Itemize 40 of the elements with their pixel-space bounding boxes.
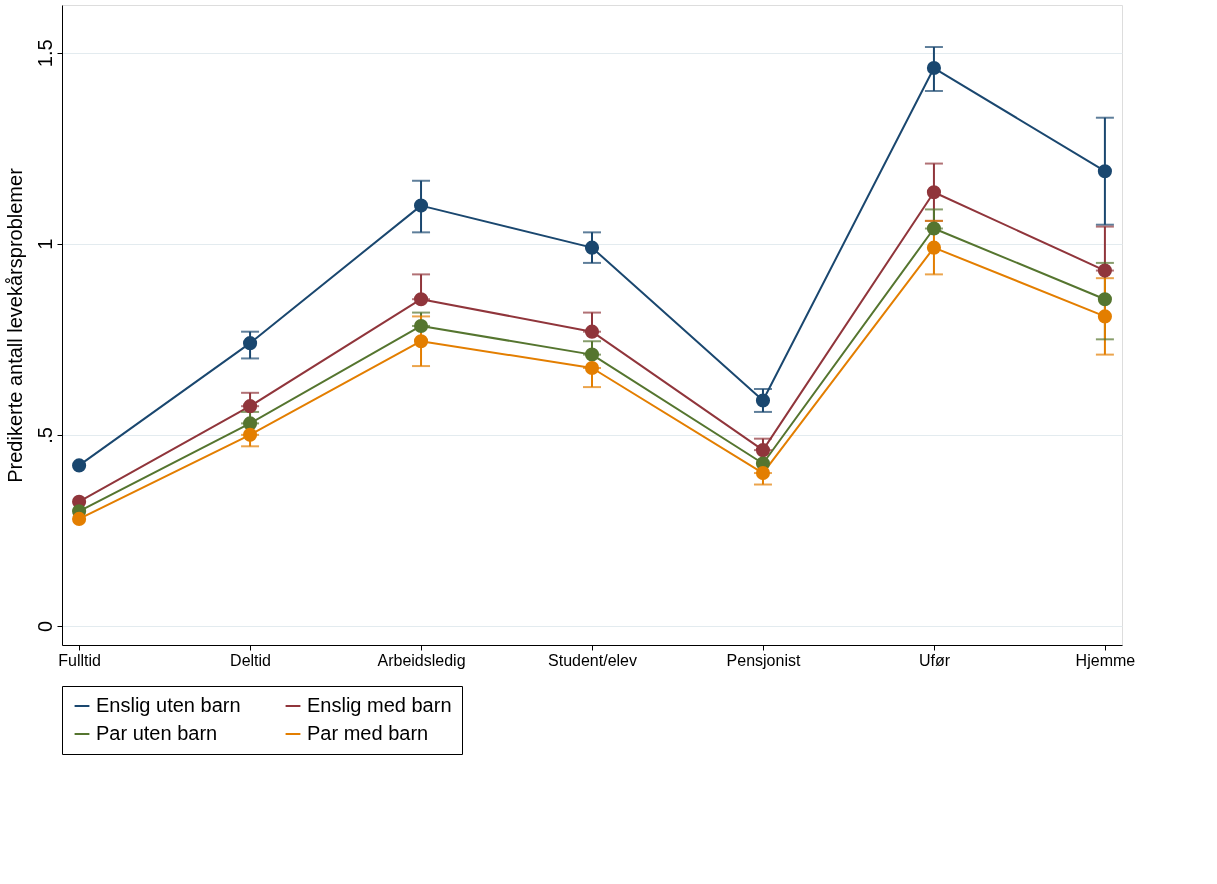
point xyxy=(584,347,600,362)
point xyxy=(926,60,942,76)
point xyxy=(755,393,771,408)
point xyxy=(413,292,429,307)
x-tick-label: Hjemme xyxy=(1075,651,1136,669)
point xyxy=(584,360,600,376)
point xyxy=(584,324,600,339)
point xyxy=(1097,309,1112,324)
y-tick-label: 1 xyxy=(33,238,56,250)
x-tick-label: Fulltid xyxy=(58,651,101,669)
point xyxy=(1097,292,1112,307)
legend-label: Enslig med barn xyxy=(307,694,452,716)
point xyxy=(72,458,87,473)
y-axis-title: Predikerte antall levekårsproblemer xyxy=(3,167,26,483)
x-tick-label: Pensjonist xyxy=(726,651,801,669)
point xyxy=(413,334,429,349)
point xyxy=(926,221,942,236)
point xyxy=(926,240,942,255)
x-tick-label: Ufør xyxy=(918,651,951,669)
point xyxy=(413,198,429,213)
y-tick-label: 0 xyxy=(33,620,56,632)
y-tick-label: .5 xyxy=(33,427,56,444)
legend-label: Par uten barn xyxy=(96,722,218,744)
point xyxy=(242,336,258,351)
point xyxy=(584,240,600,255)
legend-label: Par med barn xyxy=(307,722,429,744)
y-tick-label: 1.5 xyxy=(33,39,56,68)
x-tick-label: Arbeidsledig xyxy=(377,651,466,669)
point xyxy=(1097,164,1112,179)
point xyxy=(1097,263,1112,278)
legend-label: Enslig uten barn xyxy=(96,694,241,716)
point xyxy=(242,399,258,414)
point xyxy=(413,318,429,334)
point xyxy=(926,185,942,200)
point xyxy=(72,511,87,526)
x-tick-label: Student/elev xyxy=(548,651,637,669)
point xyxy=(242,427,258,442)
point xyxy=(755,466,771,481)
x-tick-label: Deltid xyxy=(230,651,272,669)
point xyxy=(755,443,771,458)
